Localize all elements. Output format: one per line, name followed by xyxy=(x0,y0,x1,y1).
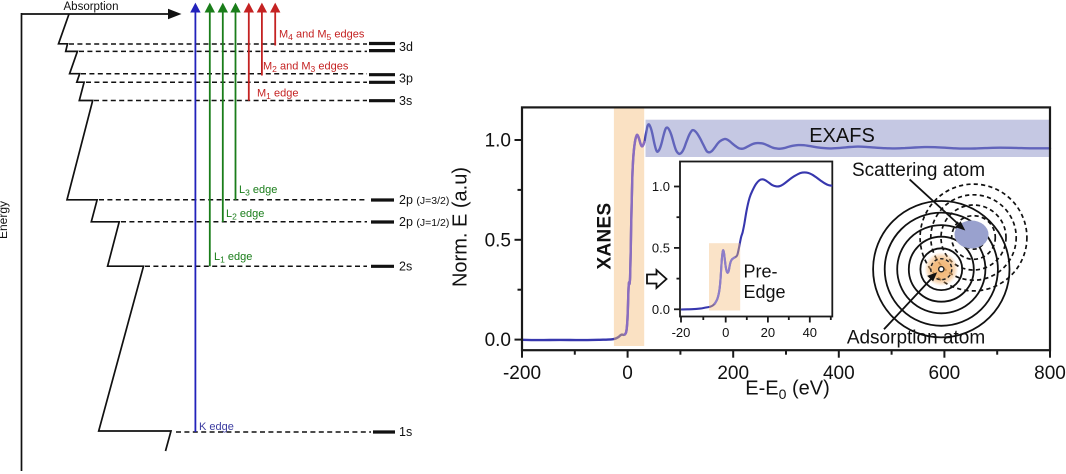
svg-text:Pre-: Pre- xyxy=(744,262,778,282)
svg-text:Edge: Edge xyxy=(744,282,786,302)
svg-text:Scattering atom: Scattering atom xyxy=(852,160,985,181)
svg-text:L2 edge: L2 edge xyxy=(226,208,264,222)
svg-text:3d: 3d xyxy=(399,40,413,54)
svg-text:3p: 3p xyxy=(399,72,413,86)
svg-text:2p (J=3/2): 2p (J=3/2) xyxy=(399,193,449,207)
svg-text:M4 and M5 edges: M4 and M5 edges xyxy=(279,29,365,43)
svg-text:L3 edge: L3 edge xyxy=(239,184,277,198)
svg-text:0.0: 0.0 xyxy=(652,302,670,317)
svg-text:Norm. E (a.u): Norm. E (a.u) xyxy=(450,167,472,287)
svg-text:2s: 2s xyxy=(399,260,412,274)
svg-text:400: 400 xyxy=(823,363,855,384)
svg-text:Energy: Energy xyxy=(0,201,10,239)
svg-text:2p (J=1/2): 2p (J=1/2) xyxy=(399,215,449,229)
svg-text:40: 40 xyxy=(803,325,817,340)
svg-text:0: 0 xyxy=(722,325,729,340)
svg-text:L1 edge: L1 edge xyxy=(214,251,252,265)
svg-text:1.0: 1.0 xyxy=(485,131,511,152)
svg-text:XANES: XANES xyxy=(595,203,616,270)
svg-text:3s: 3s xyxy=(399,94,412,108)
svg-text:0.0: 0.0 xyxy=(485,330,511,351)
svg-text:M2 and M3 edges: M2 and M3 edges xyxy=(263,61,349,75)
svg-text:EXAFS: EXAFS xyxy=(809,125,875,147)
svg-text:Absorption: Absorption xyxy=(64,1,119,13)
svg-text:0.5: 0.5 xyxy=(485,230,511,251)
svg-text:0: 0 xyxy=(622,363,633,384)
svg-text:200: 200 xyxy=(717,363,749,384)
svg-text:M1 edge: M1 edge xyxy=(257,88,298,102)
svg-text:-20: -20 xyxy=(672,325,691,340)
svg-text:600: 600 xyxy=(929,363,961,384)
svg-text:1.0: 1.0 xyxy=(652,179,670,194)
svg-text:20: 20 xyxy=(761,325,775,340)
svg-text:K edge: K edge xyxy=(199,421,234,433)
svg-text:-200: -200 xyxy=(503,363,541,384)
svg-text:800: 800 xyxy=(1034,363,1066,384)
svg-text:Adsorption atom: Adsorption atom xyxy=(847,328,985,349)
svg-text:1s: 1s xyxy=(399,425,412,439)
svg-text:E-E0 (eV): E-E0 (eV) xyxy=(745,378,829,403)
svg-text:0.5: 0.5 xyxy=(652,240,670,255)
